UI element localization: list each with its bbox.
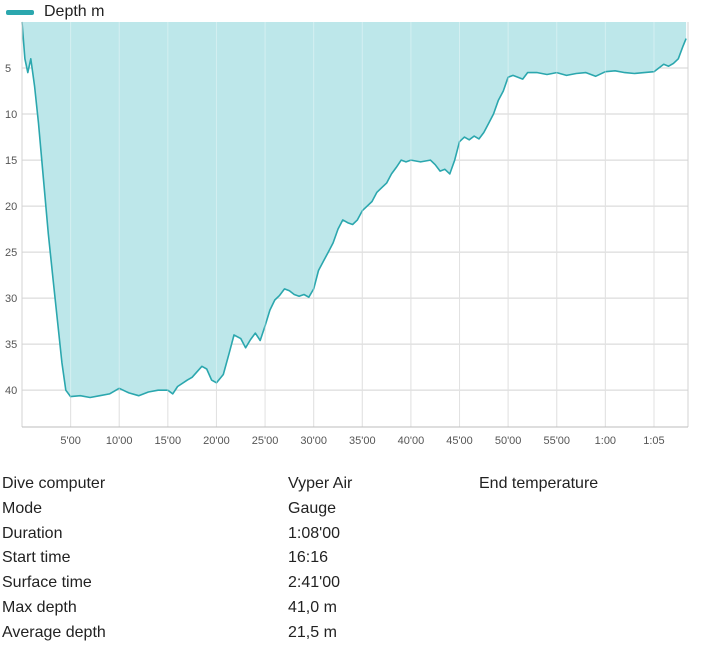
y-tick-label: 35: [5, 339, 17, 351]
y-tick-label: 40: [5, 385, 17, 397]
x-tick-label: 15'00: [155, 435, 182, 447]
info-row: Average depth 21,5 m: [0, 621, 712, 646]
info-extra: End temperature: [479, 475, 599, 492]
chart-legend[interactable]: Depth m: [6, 3, 104, 21]
y-tick-label: 15: [5, 155, 17, 167]
x-tick-label: 25'00: [252, 435, 279, 447]
legend-swatch: [6, 9, 34, 15]
x-tick-label: 1:05: [643, 435, 664, 447]
x-tick-label: 45'00: [446, 435, 473, 447]
info-value: Gauge: [288, 499, 337, 517]
info-label: Duration: [2, 524, 63, 542]
y-tick-label: 10: [5, 109, 17, 121]
chart-series: [21, 21, 687, 399]
y-tick-label: 30: [5, 293, 17, 305]
x-tick-label: 50'00: [495, 435, 522, 447]
info-row: Duration 1:08'00: [0, 522, 712, 547]
x-tick-label: 40'00: [398, 435, 425, 447]
info-extra: [479, 522, 712, 547]
info-extra: [479, 621, 712, 646]
info-row: Mode Gauge: [0, 497, 712, 522]
info-value: Vyper Air: [288, 475, 353, 492]
info-row: Surface time 2:41'00: [0, 571, 712, 596]
y-tick-label: 25: [5, 247, 17, 259]
x-tick-label: 1:00: [595, 435, 616, 447]
info-label: Dive computer: [2, 475, 106, 492]
info-extra: [479, 546, 712, 571]
info-row: Max depth 41,0 m: [0, 596, 712, 621]
y-tick-label: 20: [5, 201, 17, 213]
info-value: 2:41'00: [288, 574, 340, 592]
legend-label: Depth m: [44, 3, 105, 20]
depth-chart: 5'00 10'00 15'00 20'00 25'00 30'00 35'00 40'00 4…: [5, 21, 689, 447]
info-extra: [479, 497, 712, 522]
info-value: 41,0 m: [288, 598, 337, 616]
info-extra: [479, 596, 712, 621]
x-tick-label: 55'00: [543, 435, 570, 447]
x-tick-label: 30'00: [300, 435, 327, 447]
info-label: Average depth: [2, 623, 106, 641]
info-row: Start time 16:16: [0, 546, 712, 571]
info-value: 16:16: [288, 549, 329, 567]
info-label: Max depth: [2, 598, 77, 616]
chart-axes: 5'00 10'00 15'00 20'00 25'00 30'00 35'00 40'00 4…: [5, 22, 689, 447]
dive-info-table: Dive computer Vyper Air End temperature …: [0, 472, 712, 646]
info-row: Dive computer Vyper Air End temperature: [0, 472, 712, 497]
x-tick-label: 10'00: [106, 435, 133, 447]
info-label: Start time: [2, 549, 71, 567]
info-value: 1:08'00: [288, 524, 340, 542]
depth-series-line: [21, 21, 687, 399]
y-tick-label: 5: [5, 63, 11, 75]
info-label: Surface time: [2, 574, 92, 592]
info-label: Mode: [2, 499, 43, 517]
depth-area-fill: [22, 22, 687, 398]
x-tick-label: 20'00: [203, 435, 230, 447]
x-tick-label: 35'00: [349, 435, 376, 447]
x-tick-label: 5'00: [60, 435, 80, 447]
info-value: 21,5 m: [288, 623, 337, 641]
info-extra: [479, 571, 712, 596]
